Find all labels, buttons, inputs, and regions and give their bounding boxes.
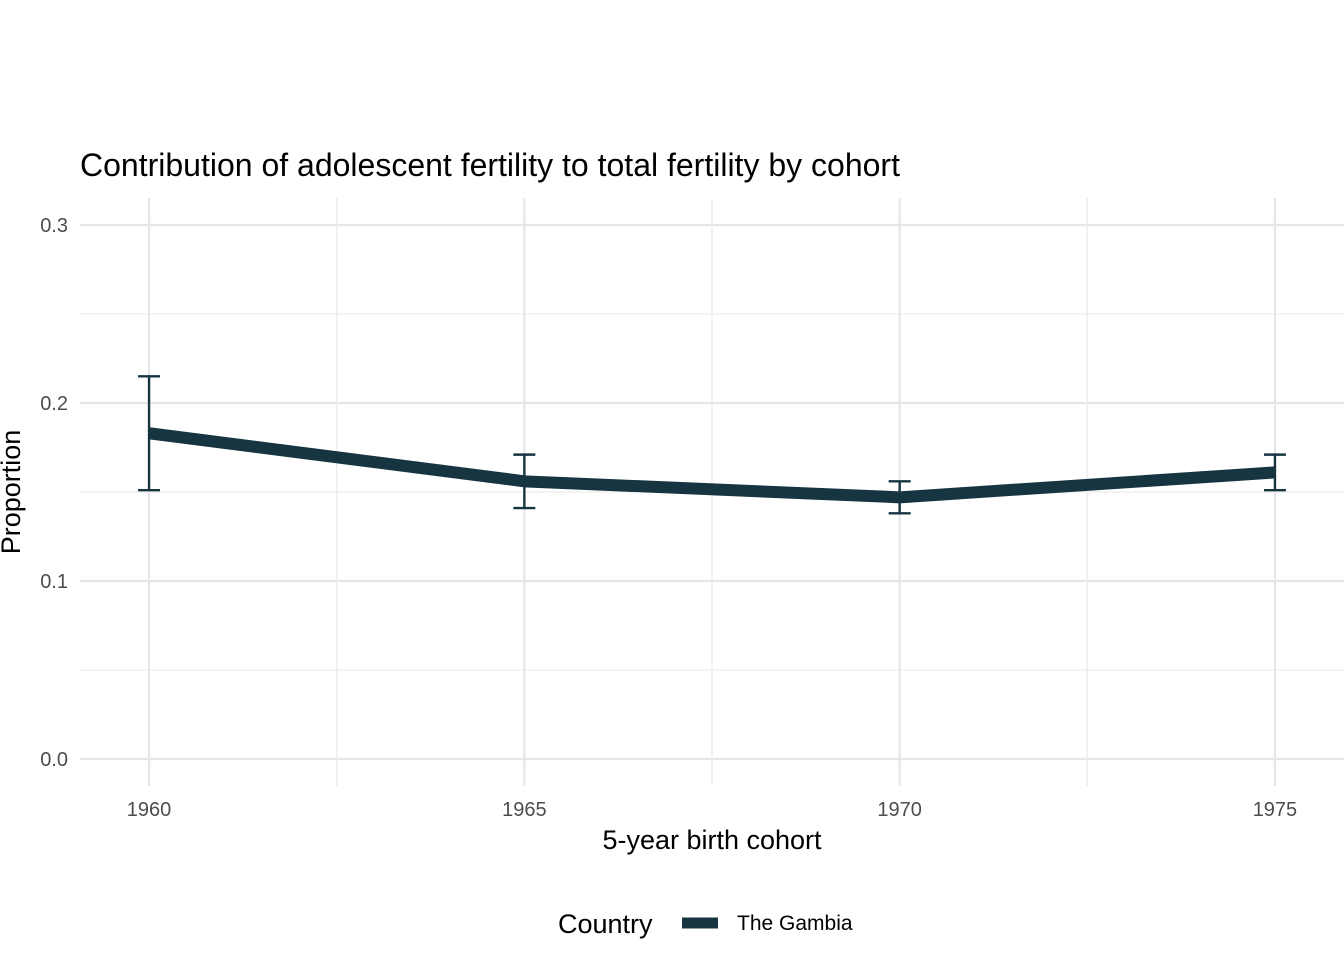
y-axis-title: Proportion — [0, 430, 26, 555]
x-tick-label: 1965 — [502, 799, 547, 821]
x-tick-label: 1960 — [127, 799, 172, 821]
y-tick-label: 0.1 — [40, 571, 68, 593]
y-tick-label: 0.0 — [40, 749, 68, 771]
legend-label-the-gambia: The Gambia — [737, 912, 853, 935]
series-line — [148, 427, 1276, 504]
y-tick-label: 0.2 — [40, 393, 68, 415]
y-tick-label: 0.3 — [40, 215, 68, 237]
x-tick-label: 1975 — [1253, 799, 1298, 821]
gridlines — [80, 198, 1344, 786]
chart-title: Contribution of adolescent fertility to … — [80, 147, 900, 183]
error-bar — [1263, 453, 1286, 492]
x-tick-label: 1970 — [877, 799, 922, 821]
legend-title: Country — [558, 909, 653, 939]
legend: Country The Gambia — [558, 909, 853, 939]
x-axis-title: 5-year birth cohort — [602, 825, 822, 855]
tick-labels: 0.0 0.1 0.2 0.3 1960 1965 1970 1975 — [40, 215, 1297, 821]
series-layer — [138, 375, 1286, 515]
